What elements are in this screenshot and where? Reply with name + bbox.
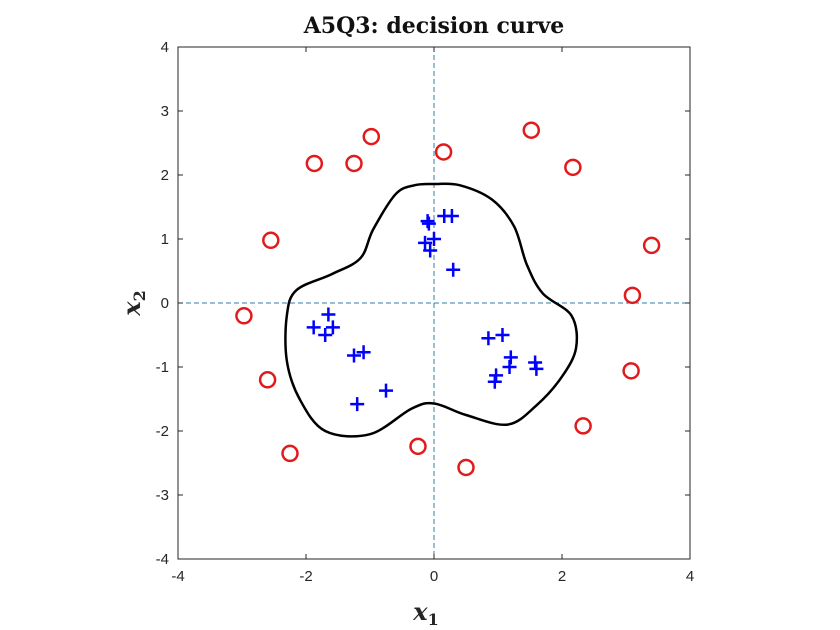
circle-point [522, 121, 541, 139]
plus-point [318, 328, 333, 342]
circle-point [362, 127, 381, 146]
plus-point [427, 232, 441, 246]
circle-point [457, 458, 475, 477]
circle-point [434, 143, 453, 161]
plus-point [350, 397, 365, 412]
y-tick-label: -2 [156, 423, 169, 440]
circle-point [258, 371, 277, 389]
plus-point [356, 345, 371, 360]
plus-point [502, 360, 517, 374]
x-tick-label: -2 [299, 568, 312, 585]
y-tick-label: 2 [161, 167, 169, 184]
y-axis-label-var: x [117, 301, 146, 317]
y-tick-label: 0 [161, 295, 169, 312]
plus-point [444, 208, 459, 223]
plus-point [529, 361, 544, 376]
plot-area: -4 -2 0 2 4 -4 -3 -2 -1 0 1 2 3 4 [156, 39, 695, 585]
circle-point [235, 307, 253, 325]
x-axis-label: x1 [412, 597, 438, 629]
plus-point [325, 320, 340, 335]
x-tick-label: 2 [558, 568, 566, 585]
circle-point [262, 231, 280, 250]
y-tick-label: 4 [161, 39, 169, 56]
y-tick-label: 3 [161, 103, 169, 120]
plus-point [481, 331, 496, 346]
x-tick-label: -4 [171, 568, 184, 585]
circle-point [281, 444, 299, 463]
y-tick-label: -1 [156, 359, 169, 376]
x-tick-label: 0 [430, 568, 438, 585]
circle-point [305, 154, 324, 173]
y-axis-label: x2 [117, 290, 149, 316]
x-tick-label: 4 [686, 568, 694, 585]
plus-point [446, 262, 461, 277]
y-tick-label: 1 [161, 231, 169, 248]
plus-point [418, 235, 433, 250]
plus-point [306, 320, 321, 335]
plus-point [420, 214, 435, 229]
plus-point [321, 307, 336, 322]
plus-point [421, 216, 436, 231]
x-axis-label-sub: 1 [428, 610, 439, 629]
plus-point [379, 383, 393, 398]
x-axis-label-var: x [412, 597, 428, 626]
y-tick-label: -3 [156, 487, 169, 504]
plus-point [495, 328, 510, 342]
plus-point [489, 368, 504, 383]
plus-point [503, 350, 518, 365]
circle-point [642, 236, 661, 255]
circle-point [574, 417, 592, 435]
circle-point [564, 158, 582, 177]
circle-point [623, 286, 642, 305]
decision-curve [284, 182, 579, 438]
circle-point [409, 437, 427, 456]
plus-point [347, 348, 361, 363]
plus-point [487, 374, 502, 389]
y-axis-label-sub: 2 [130, 290, 149, 301]
plus-point [528, 355, 543, 370]
y-tick-label: -4 [156, 551, 169, 568]
plus-point [423, 243, 438, 258]
circle-point [622, 362, 640, 380]
chart-title: A5Q3: decision curve [303, 13, 565, 39]
circle-point [345, 154, 363, 173]
